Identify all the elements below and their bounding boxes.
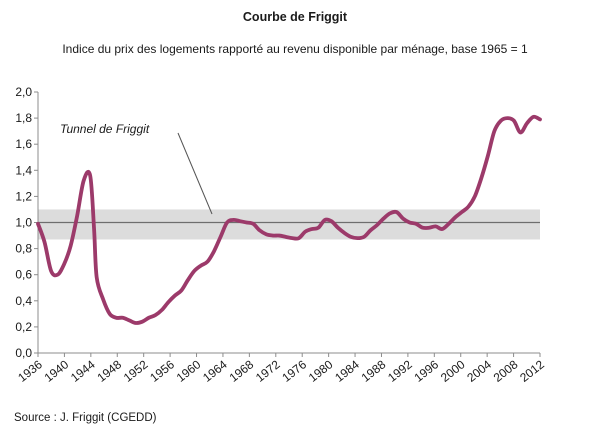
y-tick-label: 0,4 [15,294,32,308]
y-tick-label: 1,6 [15,137,32,151]
x-tick-label: 2000 [438,357,468,385]
y-tick-label: 1,8 [15,111,32,125]
y-tick-label: 2,0 [15,85,32,99]
y-tick-label: 0,8 [15,242,32,256]
x-tick-label: 1988 [359,357,389,385]
annotation-pointer [177,132,213,215]
y-tick-label: 1,4 [15,163,32,177]
x-tick-label: 1976 [279,357,309,385]
tunnel-band [38,209,540,240]
series-line [36,114,542,325]
chart-title: Courbe de Friggit [242,10,348,24]
x-tick-label: 2008 [491,357,521,385]
x-tick-label: 1968 [227,357,257,385]
x-tick-label: 1980 [306,357,336,385]
x-tick-label: 1956 [147,357,177,385]
x-tick-label: 1948 [94,357,124,385]
x-tick-label: 1964 [200,357,230,385]
x-tick-label: 1936 [15,357,45,385]
y-tick-label: 0,0 [15,346,32,360]
x-tick-label: 1992 [385,357,415,385]
chart-subtitle: Indice du prix des logements rapporté au… [62,42,528,56]
y-tick-label: 1,2 [15,189,32,203]
x-tick-label: 1972 [253,357,283,385]
x-tick-label: 1984 [332,357,362,385]
x-tick-label: 1944 [68,357,98,385]
x-tick-label: 1940 [42,357,72,385]
x-tick-label: 1960 [174,357,204,385]
y-tick-label: 0,2 [15,320,32,334]
x-tick-label: 2004 [464,357,494,385]
source-note: Source : J. Friggit (CGEDD) [14,412,157,424]
tunnel-annotation: Tunnel de Friggit [60,122,150,136]
y-tick-label: 0,6 [15,268,32,282]
x-tick-label: 1996 [412,357,442,385]
x-tick-label: 1952 [121,357,151,385]
y-tick-label: 1,0 [15,216,32,230]
x-tick-label: 2012 [517,357,547,385]
